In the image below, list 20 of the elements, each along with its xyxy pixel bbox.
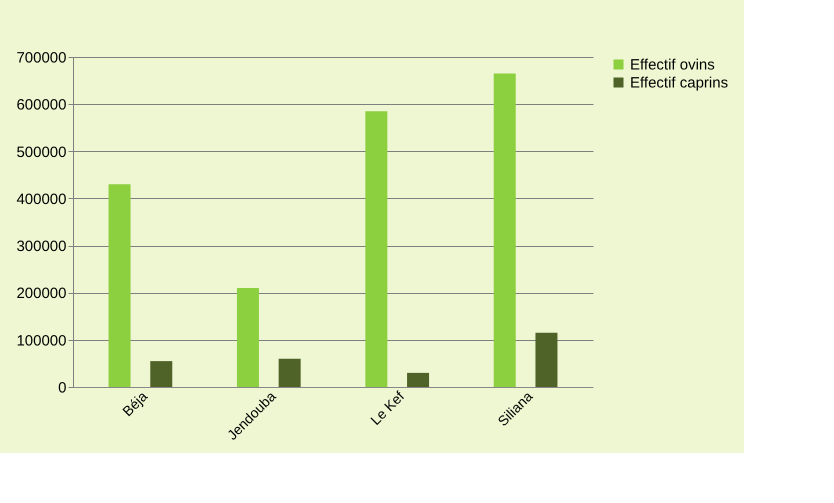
y-tick-label: 400000 [16,190,66,208]
y-tick-label: 100000 [16,332,66,350]
y-tick-label: 700000 [16,50,66,66]
bar [150,361,172,387]
x-tick-label: Le Kef [367,388,408,428]
legend-label: Effectif caprins [630,74,728,92]
bar [236,288,259,387]
bar [108,184,131,387]
y-tick-label: 200000 [16,285,66,302]
y-tick-label: 0 [58,380,66,396]
y-tick-label: 500000 [16,144,66,161]
bar [494,74,516,387]
bar [535,332,558,387]
legend-label: Effectif ovins [630,56,715,74]
x-tick-label: Béja [119,388,150,420]
y-tick-label: 600000 [16,96,66,114]
bar [407,372,430,387]
y-tick-label: 300000 [16,238,66,256]
bar [278,358,301,387]
bar [365,111,388,387]
